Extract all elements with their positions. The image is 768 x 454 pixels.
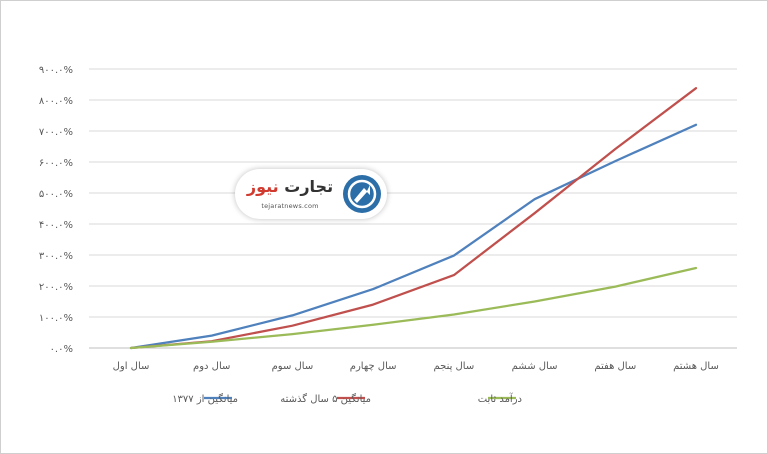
x-tick-label: سال دوم (193, 361, 230, 372)
legend-label: درآمد ثابت (478, 392, 522, 405)
y-tick-label: ۲۰۰.۰% (39, 282, 73, 293)
y-tick-label: ۴۰۰.۰% (39, 220, 73, 231)
y-tick-label: ۳۰۰.۰% (39, 251, 73, 262)
x-tick-label: سال پنجم (433, 361, 474, 372)
series-line-2 (129, 87, 698, 350)
x-tick-label: سال هفتم (594, 361, 636, 372)
series-line-3 (129, 266, 698, 350)
logo-word-main: تجارت (284, 177, 334, 196)
y-tick-label: ۹۰۰.۰% (39, 65, 73, 76)
y-tick-label: ۸۰۰.۰% (39, 96, 73, 107)
y-tick-label: ۶۰۰.۰% (39, 158, 73, 169)
tejarat-news-logo: تجارت نیوز tejaratnews.com (235, 169, 387, 219)
legend-label: میانگین ۵ سال گذشته (280, 393, 371, 405)
series-lines (129, 87, 698, 350)
series-line-1 (129, 123, 698, 350)
y-tick-label: ۷۰۰.۰% (39, 127, 73, 138)
x-tick-label: سال اول (113, 361, 150, 372)
x-tick-label: سال سوم (272, 361, 314, 372)
y-tick-label: ۱۰۰.۰% (39, 313, 73, 324)
x-axis-ticks: سال اول سال دوم سال سوم سال چهارم سال پنجم سا… (113, 361, 719, 372)
logo-emblem-icon (343, 175, 381, 213)
y-axis-ticks: ۰.۰% ۱۰۰.۰% ۲۰۰.۰% ۳۰۰.۰% ۴۰۰.۰% ۵۰۰.۰% ۶۰۰.۰%… (39, 65, 73, 355)
legend-label: میانگین از ۱۳۷۷ (172, 393, 238, 405)
y-tick-label: ۰.۰% (50, 344, 73, 355)
y-tick-label: ۵۰۰.۰% (39, 189, 73, 200)
gridlines (89, 68, 737, 349)
logo-word-accent: نیوز (246, 177, 279, 196)
legend: میانگین از ۱۳۷۷ میانگین ۵ سال گذشته درآمد … (172, 392, 522, 405)
logo-wordmark: تجارت نیوز (243, 177, 337, 196)
x-tick-label: سال هشتم (673, 361, 719, 372)
logo-url: tejaratnews.com (261, 202, 319, 210)
x-tick-label: سال ششم (512, 361, 558, 372)
x-tick-label: سال چهارم (350, 361, 397, 372)
